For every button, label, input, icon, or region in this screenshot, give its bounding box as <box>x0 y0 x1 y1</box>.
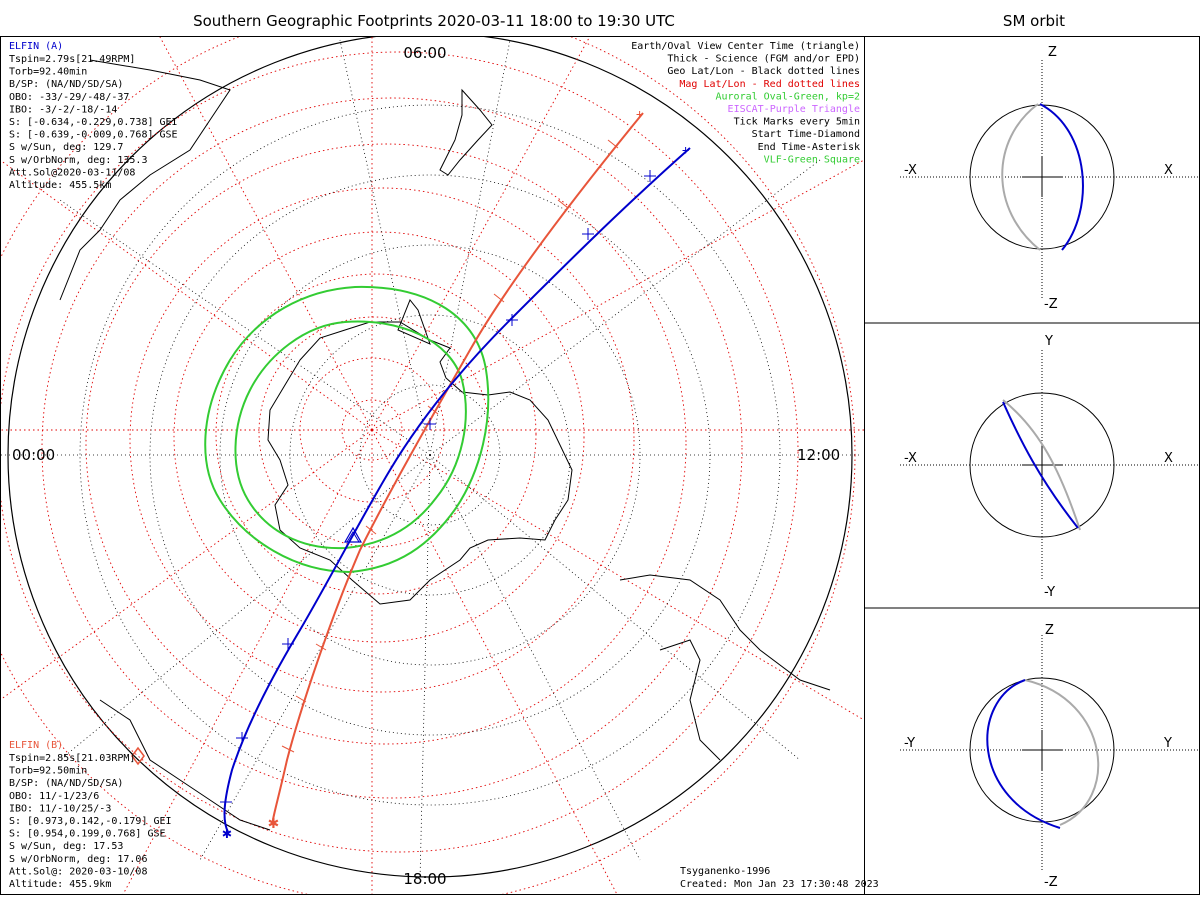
axis-label-top: Y <box>1044 334 1053 349</box>
legend-entry: Earth/Oval View Center Time (triangle) <box>631 41 860 52</box>
elfin-b-info-line: B/SP: (NA/ND/SD/SA) <box>9 778 123 789</box>
new-zealand-coast <box>439 88 493 176</box>
axis-label-bottom: -Y <box>1044 585 1055 600</box>
elfin-b-info-line: IBO: 11/-10/25/-3 <box>9 803 111 814</box>
legend-entry: Auroral Oval-Green, kp=2 <box>716 91 861 102</box>
hour-label-bottom: 18:00 <box>403 870 446 888</box>
orbit-track-a <box>1002 401 1079 529</box>
elfin-b-info-line: OBO: 11/-1/23/6 <box>9 791 99 802</box>
elfin-a-start-mark: + <box>682 143 689 157</box>
view-center-triangle <box>346 531 360 543</box>
elfin-a-info: ELFIN (A) Tspin=2.79s[21.49RPM] Torb=92.4… <box>9 41 178 191</box>
coastlines <box>59 59 831 831</box>
axis-label-left: -Y <box>904 736 915 751</box>
earth-circle <box>969 392 1115 538</box>
elfin-b-label: ELFIN (B) <box>9 740 63 751</box>
elfin-b-end-asterisk: ✱ <box>268 812 279 833</box>
axis-label-right: Y <box>1163 736 1172 751</box>
axis-label-top: Z <box>1045 623 1054 638</box>
elfin-a-info-line: OBO: -33/-29/-48/-37 <box>9 92 129 103</box>
elfin-a-info-line: Tspin=2.79s[21.49RPM] <box>9 54 135 65</box>
legend-entry: Tick Marks every 5min <box>734 117 860 128</box>
elfin-a-info-line: Att.Sol@2020-03-11/08 <box>9 167 135 178</box>
australia-coast <box>59 59 231 301</box>
earth-limb <box>7 37 853 878</box>
elfin-a-info-line: Torb=92.40min <box>9 67 87 78</box>
orbit-track-a <box>986 679 1061 829</box>
legend-entry: Mag Lat/Lon - Red dotted lines <box>679 79 860 90</box>
created-credit: Created: Mon Jan 23 17:30:48 2023 <box>680 879 879 890</box>
geo-lon-lines <box>1 39 860 881</box>
elfin-a-info-line: S w/Sun, deg: 129.7 <box>9 142 123 153</box>
elfin-a-info-line: B/SP: (NA/ND/SD/SA) <box>9 79 123 90</box>
elfin-b-info: ELFIN (B) Tspin=2.85s[21.03RPM] Torb=92.5… <box>9 740 172 890</box>
axis-label-right: X <box>1164 451 1173 466</box>
axis-label-top: Z <box>1048 45 1057 60</box>
hour-label-left: 00:00 <box>12 446 55 464</box>
elfin-a-info-line: S: [-0.634,-0.229,0.738] GEI <box>9 117 178 128</box>
south-america-coast <box>619 574 831 691</box>
legend: Earth/Oval View Center Time (triangle) Th… <box>631 41 860 165</box>
elfin-a-end-asterisk: ✱ <box>222 823 232 842</box>
legend-entry: VLF-Green Square <box>764 154 860 165</box>
elfin-b-info-line: S: [0.954,0.199,0.768] GSE <box>9 829 166 840</box>
elfin-a-info-line: S: [-0.639,-0.009,0.768] GSE <box>9 130 178 141</box>
legend-entry: End Time-Asterisk <box>758 142 860 153</box>
elfin-b-info-line: S w/OrbNorm, deg: 17.06 <box>9 854 147 865</box>
elfin-b-info-line: Torb=92.50min <box>9 766 87 777</box>
africa-tip-coast <box>99 699 271 831</box>
axis-label-bottom: -Z <box>1044 297 1058 312</box>
elfin-b-info-line: Tspin=2.85s[21.03RPM] <box>9 753 135 764</box>
orbit-panel-yz: Z -Z -Y Y <box>900 623 1200 890</box>
legend-entry: Thick - Science (FGM and/or EPD) <box>667 54 860 65</box>
legend-entry: Start Time-Diamond <box>752 129 860 140</box>
elfin-b-start-mark: + <box>636 107 643 121</box>
elfin-b-ticks <box>281 139 619 753</box>
legend-entry: EISCAT-Purple Triangle <box>728 104 860 115</box>
axis-label-right: X <box>1164 163 1173 178</box>
elfin-a-info-line: Altitude: 455.5km <box>9 180 111 191</box>
antarctic-peninsula <box>397 299 431 345</box>
elfin-a-info-line: IBO: -3/-2/-18/-14 <box>9 104 117 115</box>
elfin-b-info-line: Att.Sol@: 2020-03-10/08 <box>9 866 147 877</box>
elfin-b-track <box>271 112 644 823</box>
orbit-track-a <box>1039 103 1084 251</box>
orbit-track-b <box>1001 103 1041 251</box>
orbit-panel-title: SM orbit <box>1002 12 1066 30</box>
orbit-panel-xz: Z -Z -X X <box>900 45 1200 312</box>
elfin-a-label: ELFIN (A) <box>9 41 63 52</box>
elfin-a-track <box>223 147 691 833</box>
elfin-a-ticks <box>220 170 656 803</box>
elfin-a-info-line: S w/OrbNorm, deg: 135.3 <box>9 155 147 166</box>
elfin-b-info-line: S w/Sun, deg: 17.53 <box>9 841 123 852</box>
orbit-track-b <box>1002 399 1081 531</box>
plot-title: Southern Geographic Footprints 2020-03-1… <box>193 12 675 30</box>
orbit-track-b <box>1024 679 1100 826</box>
south-america-coast-2 <box>659 639 721 761</box>
hour-label-right: 12:00 <box>797 446 840 464</box>
mag-lon-lines <box>1 37 864 894</box>
axis-label-left: -X <box>904 451 917 466</box>
model-credit: Tsyganenko-1996 <box>680 866 770 877</box>
antarctica-coast <box>267 321 573 605</box>
polar-map: ✱ + ✱ + <box>1 37 864 894</box>
start-diamond-marker <box>131 746 145 766</box>
legend-entry: Geo Lat/Lon - Black dotted lines <box>667 66 860 77</box>
hour-label-top: 06:00 <box>403 44 446 62</box>
elfin-b-info-line: S: [0.973,0.142,-0.179] GEI <box>9 816 172 827</box>
axis-label-left: -X <box>904 163 917 178</box>
elfin-b-info-line: Altitude: 455.9km <box>9 879 111 890</box>
orbit-panel-xy: Y -Y -X X <box>900 334 1200 600</box>
axis-label-bottom: -Z <box>1044 875 1058 890</box>
